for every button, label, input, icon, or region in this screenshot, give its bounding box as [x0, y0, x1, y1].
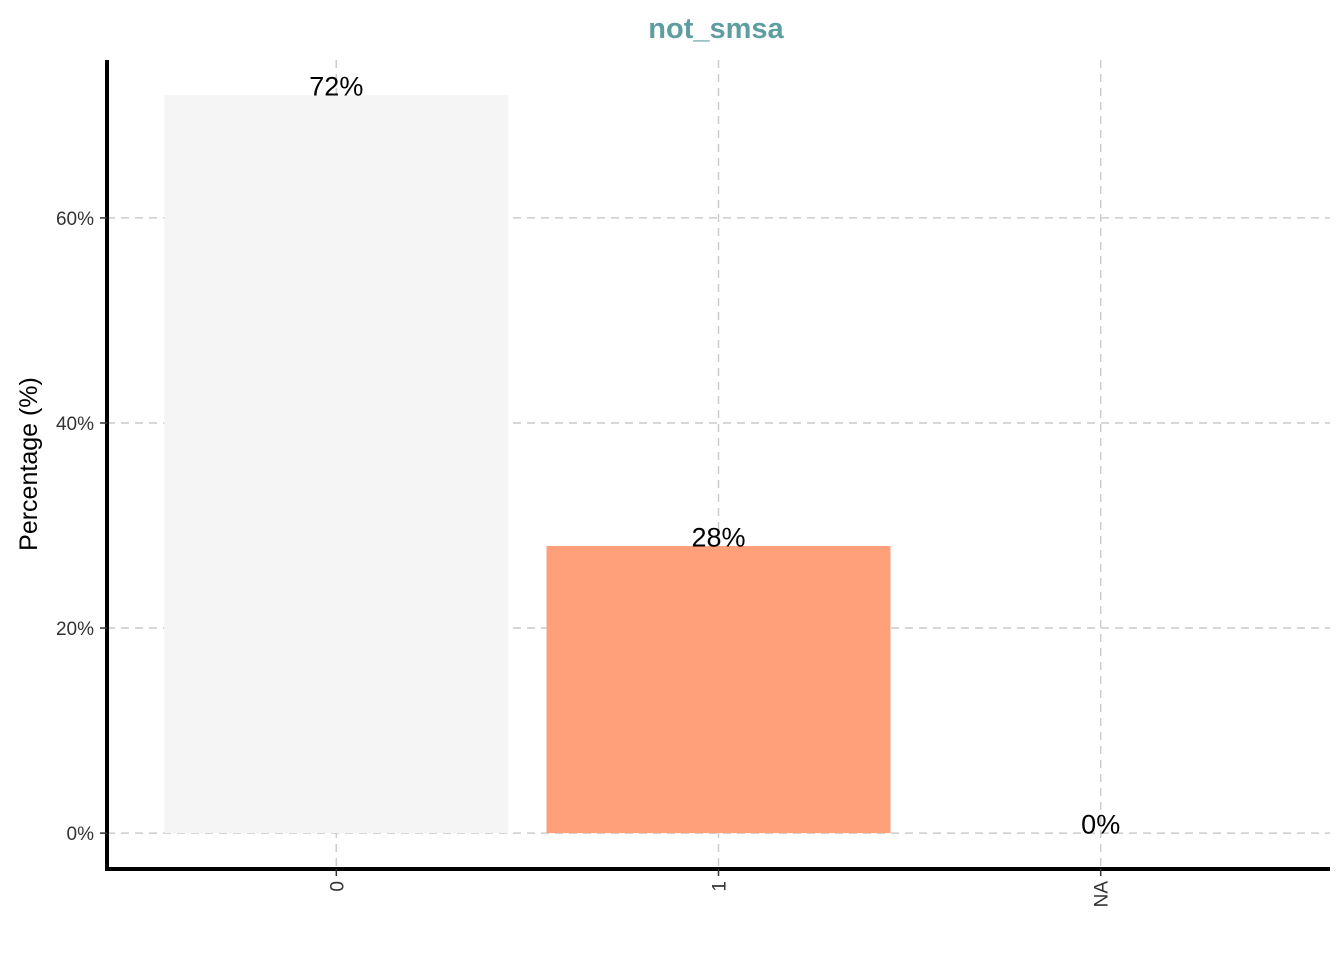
y-axis-label: Percentage (%) [15, 377, 43, 551]
bars [164, 94, 891, 834]
y-axis-ticks: 0% 20% 40% 60% [56, 209, 107, 845]
bar-0 [164, 94, 509, 834]
data-labels: 72% 28% 0% [309, 71, 1120, 839]
y-tick-label-0%: 0% [67, 824, 95, 845]
x-tick-label-0: 0 [327, 881, 348, 892]
y-tick-label-40%: 40% [56, 414, 94, 435]
x-tick-label-NA: NA [1092, 881, 1113, 908]
x-tick-label-1: 1 [710, 881, 731, 892]
data-label-NA: 0% [1081, 810, 1120, 840]
y-tick-label-60%: 60% [56, 209, 94, 230]
data-label-1: 28% [691, 523, 745, 553]
data-label-0: 72% [309, 71, 363, 101]
x-axis-ticks: 0 1 NA [327, 869, 1113, 908]
y-tick-label-20%: 20% [56, 619, 94, 640]
axes [105, 60, 1330, 871]
chart-title: not_smsa [648, 13, 784, 45]
bar-1 [546, 546, 891, 834]
